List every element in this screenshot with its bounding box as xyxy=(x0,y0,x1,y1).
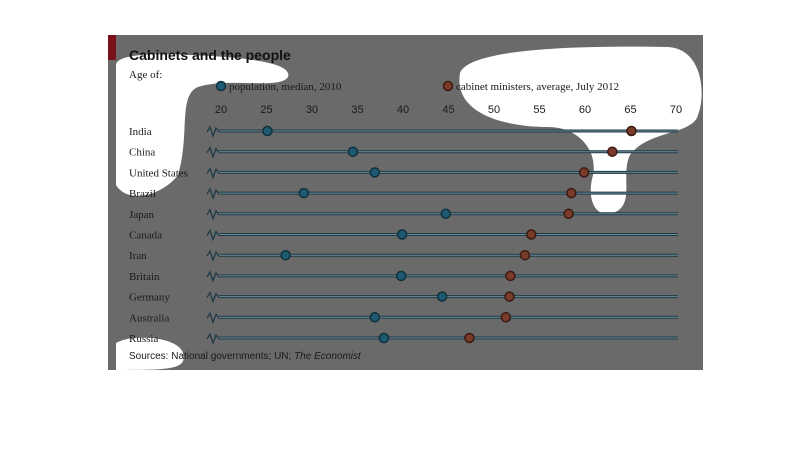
x-tick-label: 25 xyxy=(260,104,272,116)
category-label: Britain xyxy=(129,271,160,283)
category-label: Brazil xyxy=(129,188,156,200)
chart-row: Brazil xyxy=(129,187,678,201)
legend-marker-ministers xyxy=(442,80,454,92)
population-point xyxy=(395,270,407,282)
population-point xyxy=(396,229,408,240)
population-point xyxy=(298,187,310,199)
x-tick-label: 65 xyxy=(624,104,636,116)
category-label: Japan xyxy=(129,209,155,221)
chart-row: Japan xyxy=(129,208,678,221)
ministers-point xyxy=(526,229,537,240)
population-point xyxy=(440,208,452,220)
ministers-point xyxy=(500,312,512,323)
category-label: Iran xyxy=(129,250,147,262)
ministers-point xyxy=(505,270,516,282)
chart-row: United States xyxy=(129,166,678,180)
ministers-point xyxy=(626,125,637,137)
population-point xyxy=(262,125,273,137)
x-tick-label: 50 xyxy=(488,104,500,116)
ministers-point xyxy=(504,291,515,302)
ministers-point xyxy=(607,146,618,157)
chart-rows: India China United States Brazil Japan Canada… xyxy=(129,125,678,345)
chart-row: Britain xyxy=(129,270,678,283)
population-point xyxy=(378,332,390,344)
x-tick-label: 60 xyxy=(579,104,591,116)
axis-break-icon xyxy=(206,228,220,242)
axis-break-icon xyxy=(206,311,220,325)
category-label: Canada xyxy=(129,230,162,242)
highlight-blob-left xyxy=(116,54,289,196)
x-tick-label: 30 xyxy=(306,104,318,116)
axis-break-icon xyxy=(206,166,220,180)
population-point xyxy=(369,312,381,323)
highlight-blob-bottom xyxy=(116,337,184,370)
axis-break-icon xyxy=(206,249,220,263)
legend-label-ministers: cabinet ministers, average, July 2012 xyxy=(456,81,619,93)
population-point xyxy=(369,167,381,178)
population-point xyxy=(347,146,359,157)
axis-break-icon xyxy=(206,332,220,345)
chart-row: China xyxy=(129,146,678,159)
source-publication: The Economist xyxy=(294,351,361,362)
legend-marker-population xyxy=(215,80,227,92)
x-tick-label: 70 xyxy=(670,104,682,116)
chart-row: Germany xyxy=(129,291,678,304)
category-label: China xyxy=(129,147,155,159)
category-label: Australia xyxy=(129,312,169,324)
source-note: Sources: National governments; UN; The E… xyxy=(129,351,361,362)
axis-break-icon xyxy=(206,208,220,221)
accent-bar xyxy=(108,35,116,60)
x-tick-label: 20 xyxy=(215,104,227,116)
population-point xyxy=(436,291,448,302)
ministers-point xyxy=(464,332,475,344)
x-tick-label: 55 xyxy=(533,104,545,116)
age-of-label: Age of: xyxy=(129,69,163,81)
ministers-point xyxy=(578,167,590,178)
category-label: India xyxy=(129,126,152,138)
axis-break-icon xyxy=(206,187,220,201)
chart-row: Russia xyxy=(129,332,678,345)
ministers-point xyxy=(519,249,531,261)
legend: population, median, 2010 cabinet ministe… xyxy=(215,80,619,93)
chart-row: Australia xyxy=(129,311,678,325)
category-label: Russia xyxy=(129,333,158,345)
x-tick-label: 40 xyxy=(397,104,409,116)
x-tick-label: 45 xyxy=(442,104,454,116)
ministers-point xyxy=(566,187,577,199)
axis-break-icon xyxy=(206,146,220,159)
chart-row: Iran xyxy=(129,249,678,263)
category-label: United States xyxy=(129,167,188,179)
source-prefix: Sources: National governments; UN; xyxy=(129,351,295,362)
chart-area: population, median, 2010 cabinet ministe… xyxy=(129,80,682,345)
chart-panel: Cabinets and the people Age of: populati… xyxy=(108,35,703,370)
chart-title: Cabinets and the people xyxy=(129,47,291,63)
x-axis-ticks: 20 25 30 35 40 45 50 55 60 65 70 xyxy=(215,104,682,116)
population-point xyxy=(280,249,291,261)
category-label: Germany xyxy=(129,292,170,304)
ministers-point xyxy=(563,208,574,220)
chart-row: India xyxy=(129,125,678,138)
chart-row: Canada xyxy=(129,228,678,242)
axis-break-icon xyxy=(206,291,220,304)
legend-label-population: population, median, 2010 xyxy=(229,81,342,93)
axis-break-icon xyxy=(206,125,220,138)
axis-break-icon xyxy=(206,270,220,283)
x-tick-label: 35 xyxy=(351,104,363,116)
